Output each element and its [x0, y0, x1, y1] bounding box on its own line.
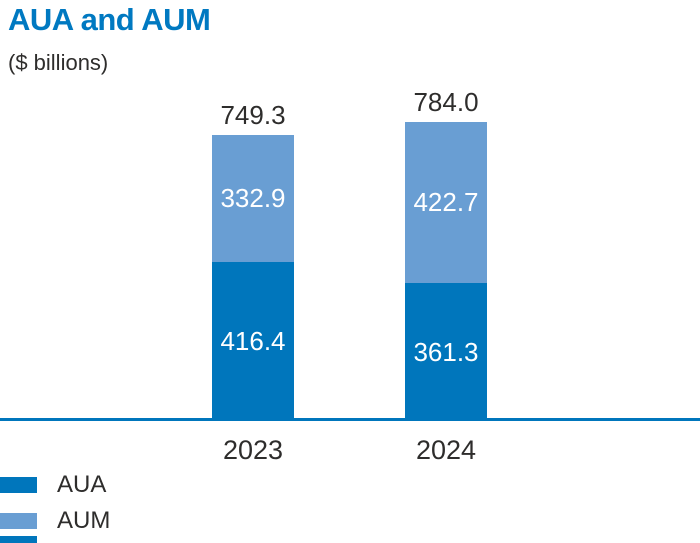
legend-swatch-aua — [0, 477, 37, 493]
segment-aum-2023: 332.9 — [212, 135, 294, 262]
x-tick-label-2023: 2023 — [222, 435, 284, 465]
segment-value-label: 422.7 — [413, 187, 479, 217]
chart-subtitle: ($ billions) — [8, 50, 109, 75]
segment-value-label: 416.4 — [220, 326, 286, 356]
segment-aua-2023: 416.4 — [212, 262, 294, 421]
legend-swatch-aum — [0, 513, 37, 529]
x-axis-line — [0, 418, 700, 421]
legend-item-aum: AUM — [0, 507, 111, 534]
segment-value-label: 361.3 — [413, 336, 479, 367]
x-tick-label-2024: 2024 — [415, 435, 477, 465]
legend-item-aua: AUA — [0, 471, 107, 498]
legend-label-aua: AUA — [57, 471, 107, 498]
total-label-2023: 749.3 — [220, 100, 286, 130]
partial-legend-swatch — [0, 536, 37, 543]
segment-aum-2024: 422.7 — [405, 122, 487, 283]
segment-aua-2024: 361.3 — [405, 283, 487, 421]
bar-2023: 749.3 332.9 416.4 — [212, 102, 294, 421]
total-label-2024: 784.0 — [413, 87, 479, 117]
chart-title: AUA and AUM — [8, 2, 211, 37]
bar-2024: 784.0 422.7 361.3 — [405, 89, 487, 421]
segment-value-label: 332.9 — [220, 183, 286, 213]
legend-label-aum: AUM — [57, 507, 111, 534]
